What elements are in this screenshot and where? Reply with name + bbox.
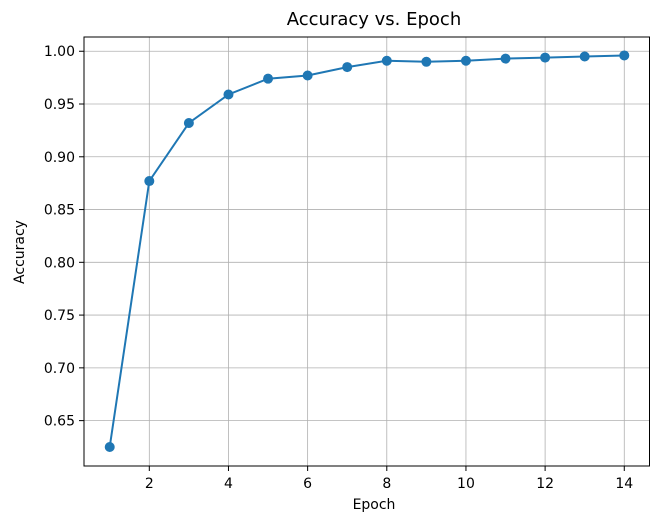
data-point [263, 73, 274, 84]
data-point [500, 53, 511, 64]
data-point [104, 442, 115, 453]
data-point [460, 55, 471, 66]
data-point [540, 52, 551, 63]
x-tick-label: 6 [303, 476, 312, 492]
data-point [144, 176, 155, 187]
x-tick-label: 2 [145, 476, 154, 492]
x-tick-label: 10 [457, 476, 475, 492]
y-tick-label: 1.00 [44, 44, 75, 60]
x-tick-label: 4 [224, 476, 233, 492]
x-tick-label: 8 [382, 476, 391, 492]
chart-title: Accuracy vs. Epoch [287, 9, 462, 30]
grid [84, 37, 650, 466]
axis-ticks: 2 4 6 8 10 12 14 0.65 0.70 0.75 0.80 0.85 0.90 0.95 1.… [44, 44, 633, 492]
x-axis-label: Epoch [353, 497, 396, 513]
y-axis-label: Accuracy [12, 220, 28, 284]
data-point [381, 55, 392, 66]
plot-area [83, 36, 650, 467]
data-point [342, 62, 353, 73]
x-tick-label: 12 [536, 476, 554, 492]
data-point [579, 51, 590, 62]
data-point [421, 56, 432, 67]
data-point [619, 50, 630, 61]
series-layer [104, 50, 630, 453]
x-tick-label: 14 [615, 476, 633, 492]
y-tick-label: 0.85 [44, 203, 75, 219]
data-point [302, 70, 313, 81]
series-line [108, 54, 625, 448]
y-tick-label: 0.70 [44, 361, 75, 377]
data-point [183, 118, 194, 129]
y-tick-label: 0.75 [44, 308, 75, 324]
data-point [223, 89, 234, 100]
y-tick-label: 0.95 [44, 97, 75, 113]
y-tick-label: 0.80 [44, 255, 75, 271]
y-tick-label: 0.90 [44, 150, 75, 166]
y-tick-label: 0.65 [44, 414, 75, 430]
